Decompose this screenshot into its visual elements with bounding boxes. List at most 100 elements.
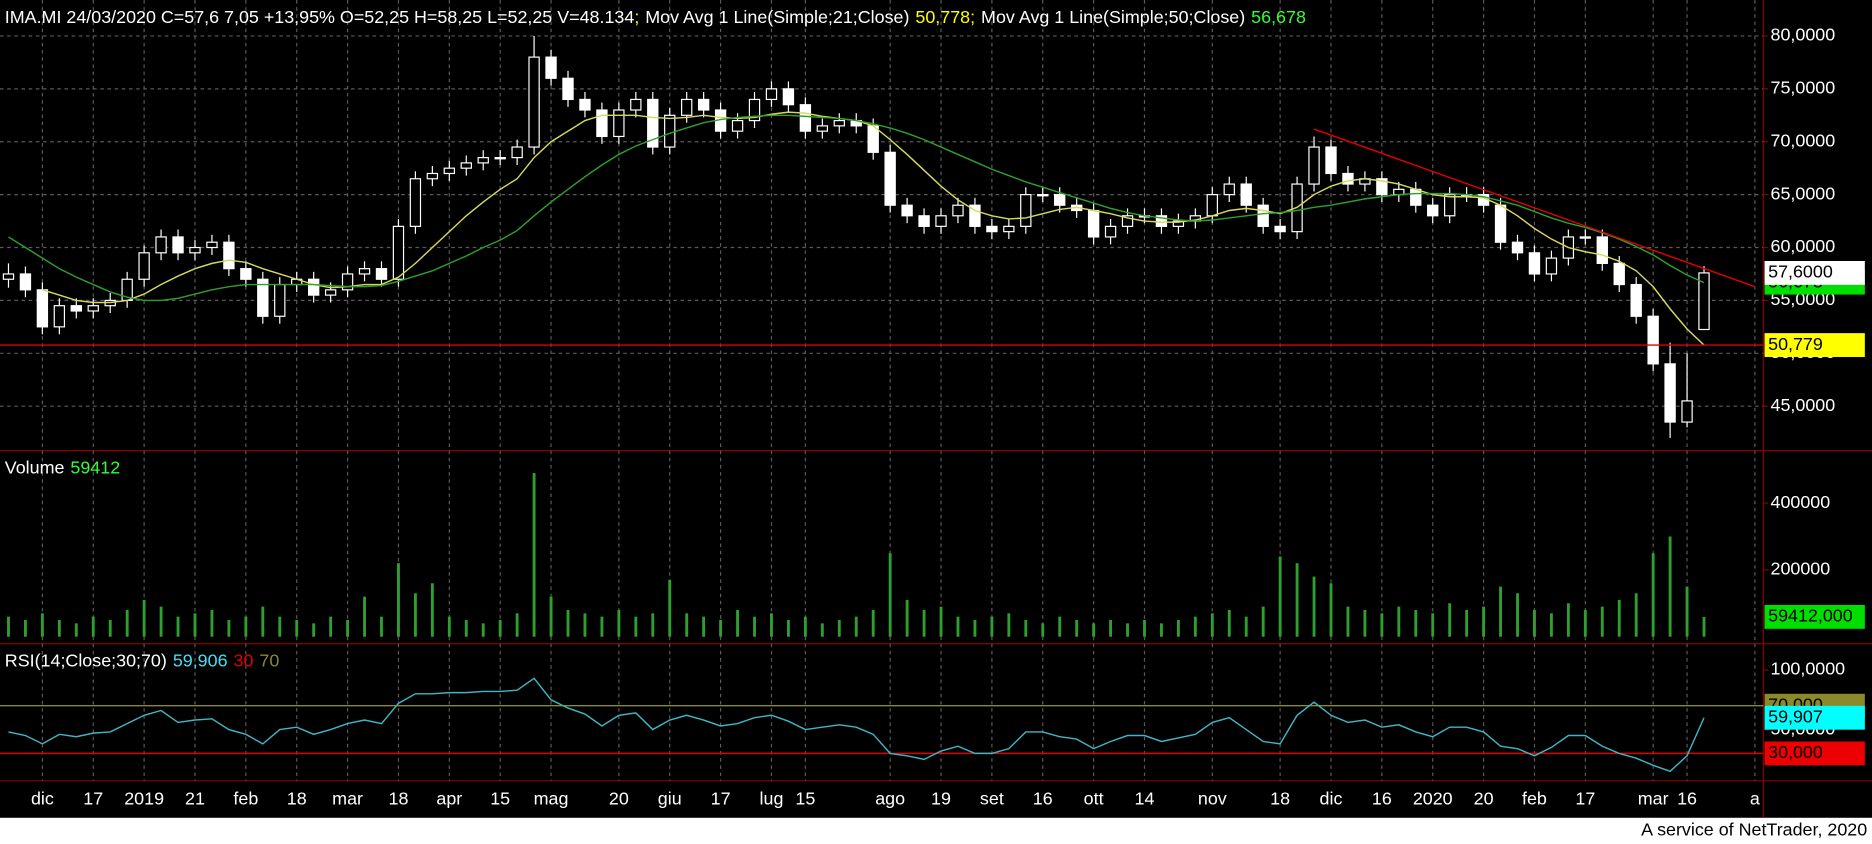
candle-body — [748, 98, 761, 122]
candle-body — [782, 88, 795, 106]
candle-body — [53, 305, 66, 328]
candle-body — [1410, 188, 1422, 206]
volume-bar — [413, 593, 417, 637]
volume-bar — [464, 620, 468, 637]
candle-body — [901, 204, 913, 217]
candle-body — [358, 268, 371, 275]
candle-body — [799, 104, 812, 132]
x-tick-label: 18 — [1270, 789, 1290, 809]
candle-body — [1443, 194, 1456, 217]
candle-body — [1308, 146, 1320, 185]
candle-body — [986, 225, 998, 233]
volume-bar — [1583, 609, 1587, 637]
candle-body — [477, 157, 489, 164]
candle-body — [1325, 146, 1337, 175]
x-tick-label: 18 — [388, 789, 408, 809]
candle-body — [1494, 204, 1507, 243]
volume-bar — [905, 599, 909, 637]
candle-body — [1020, 194, 1032, 227]
volume-bar — [1668, 536, 1672, 637]
volume-bar — [193, 613, 197, 637]
volume-bar — [1176, 620, 1180, 637]
candle-body — [867, 125, 879, 153]
volume-bar — [617, 609, 621, 637]
volume-bar — [329, 616, 333, 637]
volume-bar — [1549, 613, 1553, 637]
volume-bar — [481, 623, 485, 637]
volume-bar — [922, 609, 926, 637]
header-text: RSI(14;Close;30;70) — [5, 650, 167, 670]
y-tick-label: 60,0000 — [1771, 236, 1836, 256]
y-tick-label: 200000 — [1771, 559, 1831, 579]
candle-body — [596, 109, 608, 138]
volume-bar — [261, 606, 265, 637]
volume-bar — [1651, 553, 1655, 637]
candle-body — [918, 215, 930, 227]
x-tick-label: dic — [31, 789, 54, 809]
y-tick-label: 65,0000 — [1771, 183, 1836, 203]
candle-body — [409, 178, 422, 227]
header-text: 59412 — [70, 457, 120, 477]
volume-bar — [1448, 603, 1452, 637]
price-tag — [1764, 741, 1865, 766]
panel-header: RSI(14;Close;30;70) 59,906 30 70 — [5, 650, 280, 670]
x-tick-label: apr — [436, 789, 462, 809]
candle-body — [1545, 257, 1558, 275]
candle-body — [1172, 220, 1185, 227]
volume-bar — [91, 616, 95, 637]
x-tick-label: mag — [534, 789, 569, 809]
candle-body — [274, 283, 286, 317]
volume-bar — [1210, 613, 1214, 637]
x-tick-label: 17 — [83, 789, 103, 809]
candle-body — [240, 268, 252, 280]
candle-body — [1698, 272, 1710, 331]
volume-bar — [1024, 620, 1028, 637]
x-tick-label: mar — [332, 789, 363, 809]
volume-bar — [786, 620, 790, 637]
candle-body — [1054, 194, 1066, 206]
y-tick-label: 400000 — [1771, 492, 1831, 512]
candle-body — [1240, 183, 1252, 206]
volume-bar — [363, 596, 366, 637]
candle-body — [1206, 194, 1218, 217]
candle-body — [664, 114, 676, 148]
volume-bar — [1041, 623, 1045, 637]
candle-body — [257, 278, 269, 317]
series-line — [8, 677, 1705, 773]
candle-body — [392, 225, 405, 280]
volume-bar — [1092, 623, 1096, 637]
volume-bar — [1109, 620, 1113, 637]
volume-bar — [973, 620, 977, 637]
candle-body — [1427, 204, 1439, 217]
candle-body — [460, 162, 472, 169]
volume-bar — [1380, 613, 1384, 637]
volume-bar — [125, 609, 129, 637]
x-tick-label: 16 — [1033, 789, 1053, 809]
volume-bar — [803, 616, 807, 637]
candle-body — [341, 273, 354, 291]
candle-body — [1596, 236, 1608, 264]
candle-body — [1003, 225, 1015, 233]
volume-bar — [74, 623, 78, 637]
volume-bar — [736, 609, 739, 637]
volume-bar — [1431, 613, 1435, 637]
candle-body — [1664, 363, 1676, 423]
volume-bar — [1499, 586, 1502, 637]
volume-bar — [1533, 609, 1536, 637]
volume-bar — [820, 623, 824, 637]
volume-bar — [1414, 609, 1418, 637]
volume-bar — [549, 596, 553, 637]
volume-bar — [244, 616, 248, 637]
volume-bar — [515, 613, 519, 637]
x-tick-label: ago — [875, 789, 905, 809]
candle-body — [1528, 252, 1541, 275]
candle-body — [1037, 194, 1049, 197]
volume-bar — [312, 623, 316, 637]
volume-bar — [1516, 593, 1519, 637]
volume-bar — [854, 616, 858, 637]
candle-body — [1511, 241, 1524, 254]
volume-bar — [1126, 623, 1129, 637]
candle-body — [731, 119, 744, 132]
